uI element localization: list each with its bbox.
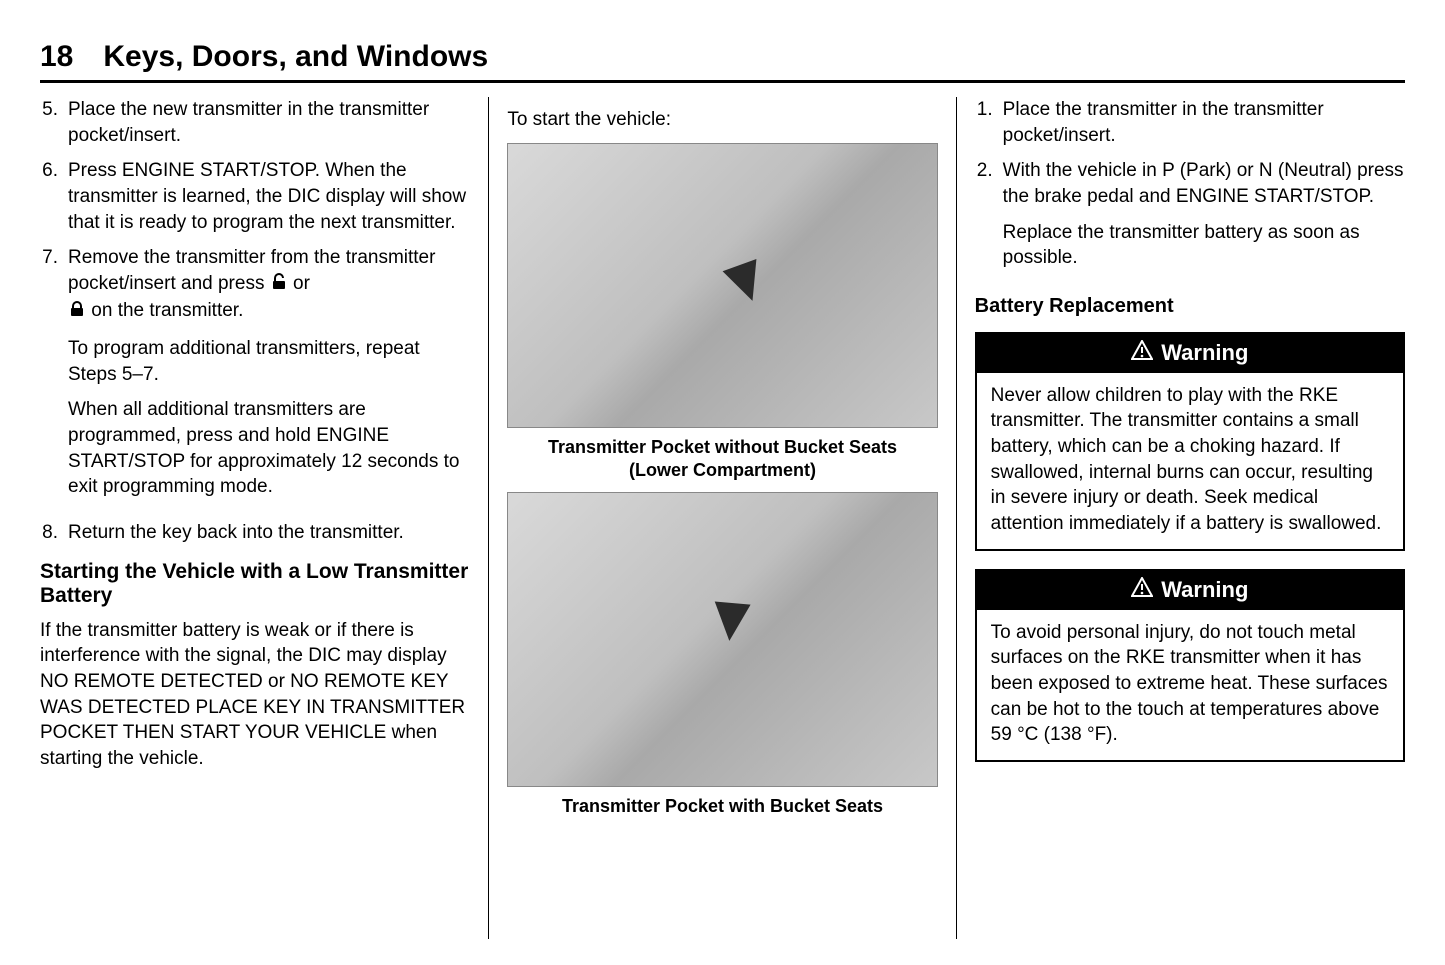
- warning-triangle-icon: [1131, 340, 1153, 366]
- figure-1-caption-line2: (Lower Compartment): [629, 460, 816, 480]
- step-text: Return the key back into the transmitter…: [68, 520, 470, 546]
- warning-2-header: Warning: [977, 571, 1403, 610]
- step-text: Press ENGINE START/STOP. When the transm…: [68, 158, 470, 235]
- figure-1-image: [507, 143, 937, 428]
- to-start-lead: To start the vehicle:: [507, 107, 937, 133]
- figure-2-image: [507, 492, 937, 787]
- figure-1-caption-line1: Transmitter Pocket without Bucket Seats: [548, 437, 897, 457]
- step-7-sub2: When all additional transmitters are pro…: [68, 397, 470, 500]
- start-step-1: 1. Place the transmitter in the transmit…: [975, 97, 1405, 148]
- low-battery-paragraph: If the transmitter battery is weak or if…: [40, 618, 470, 772]
- figure-1: Transmitter Pocket without Bucket Seats …: [507, 143, 937, 483]
- warning-label: Warning: [1161, 577, 1248, 603]
- figure-2-caption: Transmitter Pocket with Bucket Seats: [507, 795, 937, 818]
- step-number: 8.: [40, 520, 68, 546]
- step-7-text-a: Remove the transmitter from the transmit…: [68, 247, 435, 294]
- figure-2: Transmitter Pocket with Bucket Seats: [507, 492, 937, 818]
- step-text: With the vehicle in P (Park) or N (Neutr…: [1003, 158, 1405, 281]
- step-7: 7. Remove the transmitter from the trans…: [40, 245, 470, 510]
- start-steps: 1. Place the transmitter in the transmit…: [975, 97, 1405, 281]
- column-3: 1. Place the transmitter in the transmit…: [957, 97, 1405, 939]
- warning-1-header: Warning: [977, 334, 1403, 373]
- battery-replacement-heading: Battery Replacement: [975, 295, 1405, 318]
- warning-box-2: Warning To avoid personal injury, do not…: [975, 569, 1405, 762]
- page-number: 18: [40, 40, 73, 74]
- low-battery-heading: Starting the Vehicle with a Low Transmit…: [40, 560, 470, 608]
- warning-box-1: Warning Never allow children to play wit…: [975, 332, 1405, 551]
- step-number: 1.: [975, 97, 1003, 148]
- manual-page: 18 Keys, Doors, and Windows 5. Place the…: [0, 0, 1445, 965]
- start-step-2-sub: Replace the transmitter battery as soon …: [1003, 220, 1405, 271]
- figure-1-caption: Transmitter Pocket without Bucket Seats …: [507, 436, 937, 483]
- start-step-2-text: With the vehicle in P (Park) or N (Neutr…: [1003, 160, 1404, 207]
- warning-1-body: Never allow children to play with the RK…: [977, 373, 1403, 549]
- column-1: 5. Place the new transmitter in the tran…: [40, 97, 489, 939]
- step-6: 6. Press ENGINE START/STOP. When the tra…: [40, 158, 470, 235]
- step-number: 6.: [40, 158, 68, 235]
- step-7-sub1: To program additional transmitters, repe…: [68, 336, 470, 387]
- step-7-text-c: on the transmitter.: [91, 300, 243, 321]
- warning-triangle-icon: [1131, 577, 1153, 603]
- step-number: 7.: [40, 245, 68, 510]
- figure-2-arrow-icon: [712, 602, 751, 643]
- column-2: To start the vehicle: Transmitter Pocket…: [489, 97, 956, 939]
- step-number: 2.: [975, 158, 1003, 281]
- figure-1-arrow-icon: [723, 259, 770, 307]
- step-text: Place the transmitter in the transmitter…: [1003, 97, 1405, 148]
- lock-icon: [68, 300, 86, 326]
- step-7-text-b: or: [293, 273, 310, 294]
- unlock-icon: [270, 273, 288, 299]
- warning-label: Warning: [1161, 340, 1248, 366]
- step-8: 8. Return the key back into the transmit…: [40, 520, 470, 546]
- start-step-2: 2. With the vehicle in P (Park) or N (Ne…: [975, 158, 1405, 281]
- step-text: Place the new transmitter in the transmi…: [68, 97, 470, 148]
- step-number: 5.: [40, 97, 68, 148]
- chapter-title: Keys, Doors, and Windows: [103, 40, 488, 74]
- warning-2-body: To avoid personal injury, do not touch m…: [977, 610, 1403, 760]
- step-text: Remove the transmitter from the transmit…: [68, 245, 470, 510]
- programming-steps: 5. Place the new transmitter in the tran…: [40, 97, 470, 546]
- three-column-layout: 5. Place the new transmitter in the tran…: [40, 97, 1405, 939]
- page-header: 18 Keys, Doors, and Windows: [40, 40, 1405, 83]
- step-5: 5. Place the new transmitter in the tran…: [40, 97, 470, 148]
